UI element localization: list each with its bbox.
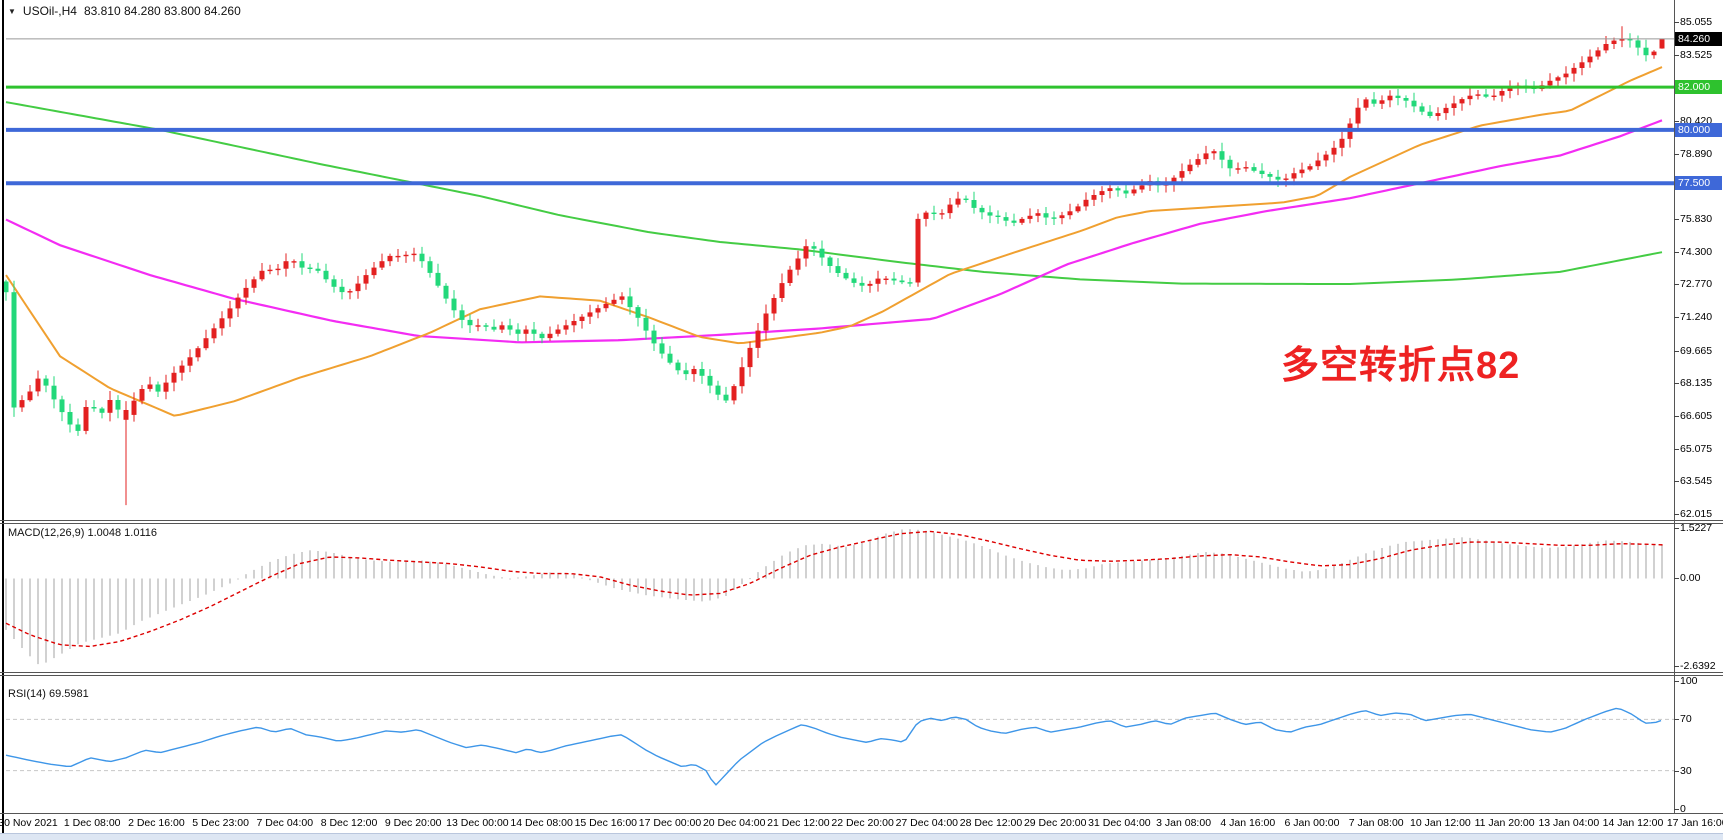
axis-tick-mark bbox=[1674, 284, 1679, 286]
window-bottom-strip bbox=[0, 833, 1723, 840]
price-tick: 75.830 bbox=[1680, 212, 1713, 225]
axis-tick-mark bbox=[1674, 316, 1679, 318]
rsi-indicator-canvas[interactable] bbox=[0, 675, 1674, 813]
price-tick: 69.665 bbox=[1680, 344, 1713, 357]
price-axis-border bbox=[1674, 0, 1675, 813]
price-tick: 78.890 bbox=[1680, 147, 1713, 160]
axis-tick-mark bbox=[1674, 120, 1679, 122]
expand-triangle-icon[interactable]: ▼ bbox=[8, 6, 16, 16]
last-price-badge: 84.260 bbox=[1675, 31, 1722, 46]
price-tick: 83.525 bbox=[1680, 48, 1713, 61]
axis-tick-mark bbox=[1674, 415, 1679, 417]
rsi-tick: 30 bbox=[1680, 764, 1692, 777]
axis-tick-mark bbox=[1674, 383, 1679, 385]
time-tick-label: 14 Dec 08:00 bbox=[510, 817, 573, 829]
macd-indicator-canvas[interactable] bbox=[0, 523, 1674, 672]
rsi-indicator-label: RSI(14) 69.5981 bbox=[8, 688, 89, 700]
time-tick-label: 31 Dec 04:00 bbox=[1088, 817, 1151, 829]
level-775-badge: 77.500 bbox=[1675, 176, 1722, 191]
level-82-badge: 82.000 bbox=[1675, 80, 1722, 95]
axis-tick-mark bbox=[1674, 809, 1679, 810]
time-tick-label: 29 Dec 20:00 bbox=[1023, 817, 1087, 829]
time-tick-label: 17 Dec 00:00 bbox=[638, 817, 702, 829]
time-tick-label: 28 Dec 12:00 bbox=[959, 817, 1023, 829]
axis-tick-mark bbox=[1674, 218, 1679, 220]
chart-left-border bbox=[2, 0, 4, 833]
symbol-period-label: USOil-,H4 bbox=[22, 4, 77, 18]
rsi-panel-top-border bbox=[0, 675, 1723, 676]
axis-tick-mark bbox=[1674, 770, 1679, 772]
price-tick: 68.135 bbox=[1680, 377, 1713, 390]
time-tick-label: 3 Jan 08:00 bbox=[1156, 817, 1212, 829]
time-tick-label: 17 Jan 16:00 bbox=[1666, 817, 1723, 829]
time-tick-label: 5 Dec 23:00 bbox=[192, 817, 249, 829]
axis-tick-mark bbox=[1674, 681, 1679, 682]
macd-tick: 1.5227 bbox=[1680, 522, 1713, 534]
price-tick: 74.300 bbox=[1680, 245, 1713, 258]
time-tick-label: 22 Dec 20:00 bbox=[831, 817, 894, 829]
time-tick-label: 7 Jan 08:00 bbox=[1348, 817, 1404, 829]
axis-tick-mark bbox=[1674, 578, 1679, 580]
rsi-tick: 70 bbox=[1680, 713, 1692, 726]
time-tick-label: 30 Nov 2021 bbox=[0, 817, 58, 829]
macd-tick: 0.00 bbox=[1680, 572, 1701, 585]
axis-tick-mark bbox=[1674, 350, 1679, 352]
axis-tick-mark bbox=[1674, 481, 1679, 483]
price-tick: 71.240 bbox=[1680, 310, 1713, 323]
price-tick: 63.545 bbox=[1680, 475, 1713, 488]
time-tick-label: 13 Jan 04:00 bbox=[1538, 817, 1600, 829]
chart-title: ▼ USOil-,H4 83.810 84.280 83.800 84.260 bbox=[8, 4, 241, 18]
axis-tick-mark bbox=[1674, 448, 1679, 450]
time-axis-border bbox=[0, 813, 1723, 814]
macd-tick: -2.6392 bbox=[1680, 660, 1716, 672]
macd-indicator-label: MACD(12,26,9) 1.0048 1.0116 bbox=[8, 527, 157, 539]
price-tick: 85.055 bbox=[1680, 15, 1713, 28]
time-tick-label: 14 Jan 12:00 bbox=[1602, 817, 1664, 829]
rsi-tick: 100 bbox=[1680, 675, 1698, 687]
main-price-chart-canvas[interactable] bbox=[0, 0, 1674, 520]
price-tick: 72.770 bbox=[1680, 278, 1713, 291]
level-80-badge: 80.000 bbox=[1675, 122, 1722, 137]
axis-tick-mark bbox=[1674, 251, 1679, 253]
chart-text-annotation[interactable]: 多空转折点82 bbox=[1281, 345, 1521, 387]
time-tick-label: 1 Dec 08:00 bbox=[63, 817, 121, 829]
time-tick-label: 9 Dec 20:00 bbox=[384, 817, 442, 829]
time-tick-label: 10 Jan 12:00 bbox=[1410, 817, 1471, 829]
main-macd-divider[interactable] bbox=[0, 520, 1723, 521]
axis-tick-mark bbox=[1674, 666, 1679, 667]
axis-tick-mark bbox=[1674, 21, 1679, 23]
time-tick-label: 2 Dec 16:00 bbox=[128, 817, 185, 829]
price-tick: 65.075 bbox=[1680, 442, 1713, 455]
price-tick: 62.015 bbox=[1680, 507, 1713, 520]
macd-panel-top-border bbox=[0, 523, 1723, 524]
time-tick-label: 13 Dec 00:00 bbox=[446, 817, 509, 829]
axis-tick-mark bbox=[1674, 528, 1679, 529]
axis-tick-mark bbox=[1674, 153, 1679, 155]
macd-rsi-divider[interactable] bbox=[0, 672, 1723, 673]
ohlc-values: 83.810 84.280 83.800 84.260 bbox=[83, 4, 241, 18]
time-tick-label: 27 Dec 04:00 bbox=[895, 817, 959, 829]
time-tick-label: 7 Dec 04:00 bbox=[256, 817, 314, 829]
time-tick-label: 8 Dec 12:00 bbox=[320, 817, 378, 829]
price-tick: 66.605 bbox=[1680, 409, 1713, 422]
time-tick-label: 4 Jan 16:00 bbox=[1220, 817, 1276, 829]
time-tick-label: 21 Dec 12:00 bbox=[767, 817, 830, 829]
axis-tick-mark bbox=[1674, 719, 1679, 721]
axis-tick-mark bbox=[1674, 54, 1679, 56]
time-tick-label: 20 Dec 04:00 bbox=[702, 817, 766, 829]
time-tick-label: 6 Jan 00:00 bbox=[1284, 817, 1340, 829]
time-tick-label: 11 Jan 20:00 bbox=[1474, 817, 1535, 829]
axis-tick-mark bbox=[1674, 513, 1679, 515]
time-tick-label: 15 Dec 16:00 bbox=[574, 817, 638, 829]
rsi-tick: 0 bbox=[1680, 803, 1686, 815]
